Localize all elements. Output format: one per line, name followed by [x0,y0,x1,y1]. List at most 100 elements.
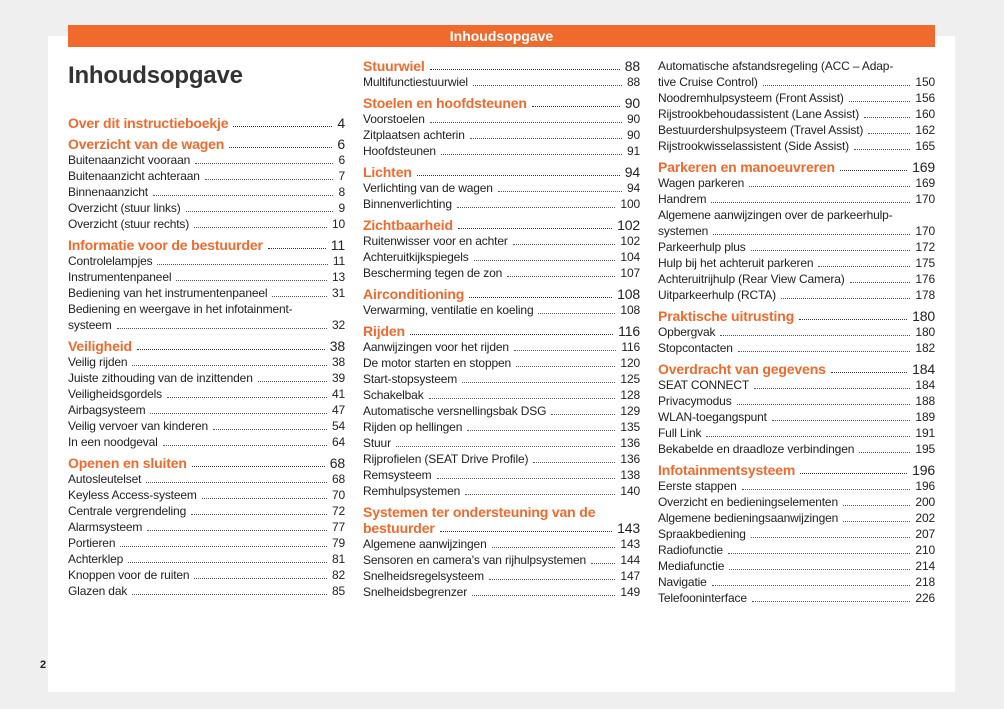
entry-page: 202 [915,511,935,525]
leader-dots [762,85,911,86]
entry-row: In een noodgeval 64 [68,434,345,450]
entry-page: 200 [915,495,935,509]
entry-row: Knoppen voor de ruiten 82 [68,567,345,583]
entry-page: 147 [620,569,640,583]
entry-page: 191 [915,426,935,440]
section-title-text: Praktische uitrusting [658,308,795,324]
entry-row: Parkeerhulp plus 172 [658,239,935,255]
entry-page: 196 [915,479,935,493]
entry-page: 120 [620,356,640,370]
entry-page: 144 [620,553,640,567]
entry-row: Snelheidsregelsysteem 147 [363,568,640,584]
section-title-text: Zichtbaarheid [363,217,453,233]
leader-dots [162,445,327,446]
leader-dots [152,195,334,196]
entry-row: Autosleutelset 68 [68,471,345,487]
entry-text: Portieren [68,536,116,550]
entry-page: 104 [620,250,640,264]
entry-row: Eerste stappen 196 [658,478,935,494]
leader-dots [195,163,334,164]
leader-dots [741,489,911,490]
entry-text: Spraakbediening [658,527,746,541]
entry-text: Snelheidsregelsysteem [363,569,484,583]
entry-page: 81 [331,552,345,566]
leader-dots [428,398,616,399]
entry-row: tive Cruise Control) 150 [658,74,935,90]
entry-row: Overzicht (stuur rechts) 10 [68,216,345,232]
entry-text: In een noodgeval [68,435,158,449]
entry-row: Radiofunctie 210 [658,542,935,558]
leader-dots [395,446,616,447]
entry-text: Telefooninterface [658,591,747,605]
entry-row: Schakelbak 128 [363,387,640,403]
section-title-row: Rijden 116 [363,323,640,339]
leader-dots [848,101,911,102]
entry-text: Instrumentenpaneel [68,270,172,284]
entry-row: Alarmsysteem 77 [68,519,345,535]
leader-dots [491,547,616,548]
entry-row: Uitparkeerhulp (RCTA) 178 [658,287,935,303]
section-title-row: Parkeren en manoeuvreren 169 [658,159,935,175]
leader-dots [591,563,616,564]
toc-section: Overzicht van de wagen 6 Buitenaanzicht vo… [68,136,345,232]
entry-row: Portieren 79 [68,535,345,551]
entry-text: WLAN-toegangspunt [658,410,767,424]
entry-row: Stuur 136 [363,435,640,451]
leader-dots [799,319,908,320]
leader-dots [467,430,616,431]
leader-dots [736,404,911,405]
leader-dots [132,594,327,595]
section-title-row: Informatie voor de bestuurder 11 [68,237,345,253]
entry-row: Overzicht (stuur links) 9 [68,200,345,216]
entry-page: 149 [620,585,640,599]
entry-page: 32 [331,318,345,332]
entry-page: 178 [915,288,935,302]
section-title-row: Openen en sluiten 68 [68,455,345,471]
entry-text: Juiste zithouding van de inzittenden [68,371,253,385]
entry-row: Handrem 170 [658,191,935,207]
entry-row: WLAN-toegangspunt 189 [658,409,935,425]
leader-dots [516,366,616,367]
entry-text: Remsysteem [363,468,432,482]
leader-dots [429,69,620,70]
leader-dots [711,202,911,203]
entry-text: Eerste stappen [658,479,737,493]
entry-text: Verlichting van de wagen [363,181,493,195]
entry-text: Ruitenwisser voor en achter [363,234,508,248]
entry-text: Stuur [363,436,391,450]
leader-dots [488,579,616,580]
entry-page: 77 [331,520,345,534]
leader-dots [201,498,327,499]
section-title-page: 4 [337,115,345,131]
leader-dots [469,138,622,139]
entry-text: Binnenverlichting [363,197,452,211]
leader-dots [229,147,333,148]
leader-dots [472,595,616,596]
section-title-row: Airconditioning 108 [363,286,640,302]
entry-text: Navigatie [658,575,707,589]
section-title-text: Lichten [363,164,412,180]
toc-section: Stoelen en hoofdsteunen 90 Voorstoelen 90 Zi… [363,95,640,159]
entry-row: Veiligheidsgordels 41 [68,386,345,402]
toc-section: Airconditioning 108 Verwarming, ventilatie… [363,286,640,318]
section-title-text: Stuurwiel [363,58,425,74]
leader-dots [497,191,622,192]
entry-text: SEAT CONNECT [658,378,750,392]
entry-line: Automatische afstandsregeling (ACC – Ada… [658,59,894,73]
section-title-page: 143 [617,520,640,536]
toc-column: Over dit instructieboekje 4 Overzicht van … [68,115,345,599]
leader-dots [751,601,911,602]
entry-page: 138 [620,468,640,482]
entry-row: Buitenaanzicht achteraan 7 [68,168,345,184]
entry-row: Bekabelde en draadloze verbindingen 195 [658,441,935,457]
section-title-row: Stuurwiel 88 [363,58,640,74]
entry-page: 102 [620,234,640,248]
entry-row: Bestuurdershulpsysteem (Travel Assist) 16… [658,122,935,138]
leader-dots [750,537,911,538]
entry-row: Instrumentenpaneel 13 [68,269,345,285]
entry-row: Noodremhulpsysteem (Front Assist) 156 [658,90,935,106]
leader-dots [472,85,622,86]
entry-line: Bediening en weergave in het infotainmen… [68,302,293,316]
entry-page: 82 [331,568,345,582]
leader-dots [267,248,326,249]
